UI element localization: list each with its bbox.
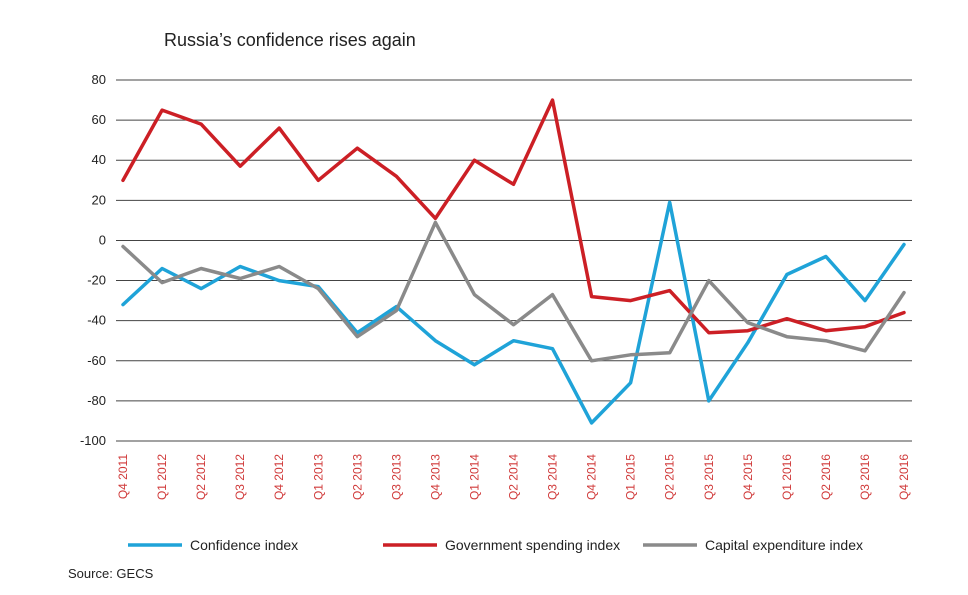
x-tick-label: Q1 2015 (624, 454, 638, 500)
y-tick-label: 40 (92, 152, 106, 167)
y-tick-label: -60 (87, 353, 106, 368)
legend-label: Capital expenditure index (705, 537, 863, 553)
chart-title: Russia’s confidence rises again (164, 30, 416, 50)
y-tick-label: 20 (92, 192, 106, 207)
series-line-1 (121, 200, 906, 425)
x-tick-label: Q4 2012 (272, 454, 286, 500)
y-tick-label: 60 (92, 112, 106, 127)
x-axis-ticks: Q4 2011 Q1 2012 Q2 2012 Q3 2012 Q4 2012 Q1 20… (116, 454, 911, 500)
x-tick-label: Q2 2014 (507, 454, 521, 500)
x-tick-label: Q4 2016 (897, 454, 911, 500)
x-tick-label: Q1 2013 (311, 454, 325, 500)
x-tick-label: Q4 2015 (741, 454, 755, 500)
y-tick-label: -100 (80, 433, 106, 448)
x-tick-label: Q4 2011 (116, 454, 130, 499)
series-line-2 (121, 98, 906, 335)
y-tick-label: 80 (92, 72, 106, 87)
x-tick-label: Q3 2014 (546, 454, 560, 500)
legend-label: Government spending index (445, 537, 620, 553)
x-tick-label: Q3 2012 (233, 454, 247, 500)
x-tick-label: Q1 2016 (780, 454, 794, 500)
gridlines (116, 79, 912, 442)
y-tick-label: -20 (87, 273, 106, 288)
x-tick-label: Q1 2012 (155, 454, 169, 500)
series-lines (121, 98, 906, 425)
x-tick-label: Q2 2012 (194, 454, 208, 500)
x-tick-label: Q2 2016 (819, 454, 833, 500)
y-tick-label: -80 (87, 393, 106, 408)
x-tick-label: Q2 2015 (663, 454, 677, 500)
y-axis-ticks: 80 60 40 20 0 -20 -40 -60 -80 -100 (80, 72, 106, 448)
y-tick-label: 0 (99, 232, 106, 247)
x-tick-label: Q3 2013 (389, 454, 403, 500)
series-line-3 (121, 220, 906, 363)
legend-label: Confidence index (190, 537, 298, 553)
x-tick-label: Q4 2013 (428, 454, 442, 500)
x-tick-label: Q1 2014 (467, 454, 481, 500)
x-tick-label: Q4 2014 (585, 454, 599, 500)
source-note: Source: GECS (68, 566, 154, 581)
x-tick-label: Q2 2013 (350, 454, 364, 500)
x-tick-label: Q3 2016 (858, 454, 872, 500)
x-tick-label: Q3 2015 (702, 454, 716, 500)
y-tick-label: -40 (87, 313, 106, 328)
legend: Confidence index Government spending inde… (128, 537, 863, 553)
